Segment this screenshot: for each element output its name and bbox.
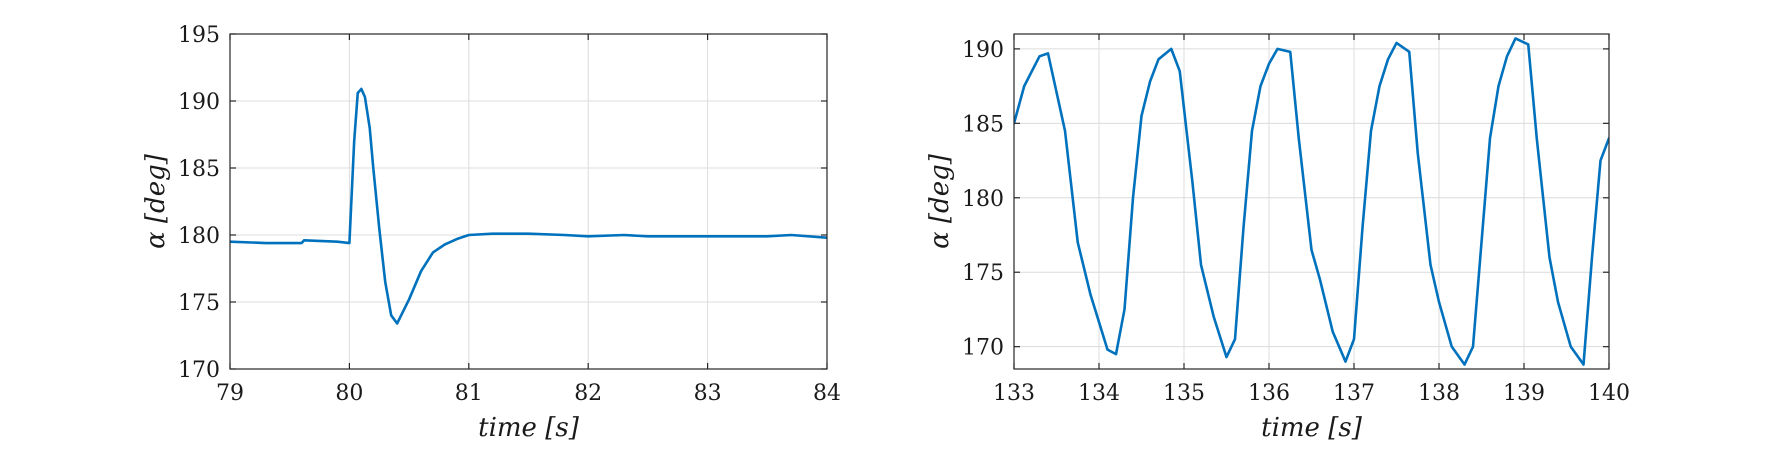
x-axis-label: time [s] xyxy=(478,413,580,443)
y-tick-label: 180 xyxy=(962,187,1004,212)
x-tick-label: 135 xyxy=(1163,381,1205,406)
x-tick-label: 84 xyxy=(813,381,841,406)
y-tick-label: 195 xyxy=(178,23,220,48)
series-line-1 xyxy=(230,87,827,325)
x-tick-label: 140 xyxy=(1588,381,1630,406)
x-tick-label: 134 xyxy=(1078,381,1120,406)
x-tick-label: 80 xyxy=(335,381,363,406)
x-tick-label: 133 xyxy=(993,381,1035,406)
plot-area xyxy=(230,34,827,369)
y-axis-label: α [deg] xyxy=(925,153,955,249)
series-line-1 xyxy=(1014,37,1609,366)
plot-area xyxy=(1014,34,1609,369)
x-tick-label: 82 xyxy=(574,381,602,406)
x-tick-label: 81 xyxy=(455,381,483,406)
y-tick-label: 170 xyxy=(962,336,1004,361)
y-tick-label: 190 xyxy=(178,90,220,115)
chart-panel-1: 79 80 81 82 83 84 170 175 180 185 190 195 time [s] α … xyxy=(141,23,841,443)
y-tick-label: 190 xyxy=(962,38,1004,63)
y-tick-label: 170 xyxy=(178,358,220,383)
x-tick-label: 139 xyxy=(1503,381,1545,406)
x-tick-label: 79 xyxy=(216,381,244,406)
x-tick-label: 138 xyxy=(1418,381,1460,406)
y-tick-label: 180 xyxy=(178,224,220,249)
y-tick-label: 185 xyxy=(962,112,1004,137)
x-tick-label: 137 xyxy=(1333,381,1375,406)
x-axis-label: time [s] xyxy=(1261,413,1363,443)
y-tick-label: 175 xyxy=(962,261,1004,286)
chart-panel-2: 133 134 135 136 137 138 139 140 170 175 180 185 190 t… xyxy=(925,33,1630,443)
y-tick-label: 185 xyxy=(178,157,220,182)
axes-box xyxy=(229,33,828,370)
x-tick-label: 136 xyxy=(1248,381,1290,406)
y-axis-label: α [deg] xyxy=(141,153,171,249)
axes-box xyxy=(1013,33,1610,370)
x-tick-label: 83 xyxy=(694,381,722,406)
y-tick-label: 175 xyxy=(178,291,220,316)
